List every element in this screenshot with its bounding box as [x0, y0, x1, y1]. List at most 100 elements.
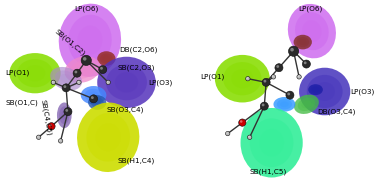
- Circle shape: [271, 75, 276, 79]
- Ellipse shape: [298, 98, 315, 111]
- Circle shape: [90, 95, 98, 103]
- Text: LP(O1): LP(O1): [200, 74, 225, 80]
- Ellipse shape: [313, 87, 319, 92]
- Circle shape: [83, 57, 87, 61]
- Circle shape: [246, 76, 250, 81]
- Ellipse shape: [259, 129, 284, 157]
- Ellipse shape: [296, 37, 309, 47]
- Ellipse shape: [59, 4, 121, 77]
- Ellipse shape: [301, 100, 311, 108]
- Circle shape: [59, 139, 61, 141]
- Ellipse shape: [55, 70, 77, 87]
- Ellipse shape: [17, 59, 53, 87]
- Ellipse shape: [97, 51, 116, 66]
- Text: DB(O3,C4): DB(O3,C4): [318, 108, 356, 115]
- Circle shape: [275, 64, 283, 72]
- Circle shape: [290, 48, 294, 51]
- Ellipse shape: [91, 97, 104, 108]
- Ellipse shape: [307, 75, 342, 108]
- Circle shape: [297, 75, 301, 79]
- Circle shape: [77, 81, 79, 83]
- Ellipse shape: [103, 56, 110, 61]
- Circle shape: [248, 136, 250, 137]
- Circle shape: [64, 108, 72, 116]
- Ellipse shape: [97, 57, 156, 108]
- Ellipse shape: [65, 56, 101, 83]
- Ellipse shape: [310, 86, 321, 94]
- Circle shape: [74, 71, 77, 73]
- Circle shape: [37, 136, 39, 137]
- Circle shape: [248, 135, 252, 139]
- Text: LP(O6): LP(O6): [74, 5, 98, 12]
- Ellipse shape: [75, 64, 90, 75]
- Circle shape: [302, 60, 310, 68]
- Text: SB(C2,O3): SB(C2,O3): [117, 64, 155, 71]
- Circle shape: [260, 102, 268, 110]
- Circle shape: [107, 81, 108, 83]
- Circle shape: [297, 75, 299, 77]
- Ellipse shape: [100, 53, 113, 64]
- Ellipse shape: [77, 26, 102, 55]
- Ellipse shape: [299, 39, 307, 45]
- Circle shape: [77, 80, 81, 85]
- Ellipse shape: [223, 62, 262, 95]
- Circle shape: [100, 67, 103, 70]
- Circle shape: [276, 65, 279, 68]
- Circle shape: [81, 55, 91, 66]
- Circle shape: [99, 66, 107, 74]
- Ellipse shape: [302, 20, 322, 42]
- Text: SB(O1,C2): SB(O1,C2): [53, 28, 86, 57]
- Text: LP(O3): LP(O3): [149, 79, 173, 86]
- Circle shape: [239, 119, 246, 126]
- Text: SB(O3,C4): SB(O3,C4): [106, 107, 144, 113]
- Text: SB(H1,C5): SB(H1,C5): [249, 169, 287, 175]
- Circle shape: [52, 81, 53, 83]
- Ellipse shape: [106, 64, 147, 100]
- Circle shape: [262, 78, 270, 86]
- Ellipse shape: [77, 102, 139, 172]
- Circle shape: [287, 93, 290, 95]
- Circle shape: [64, 85, 66, 88]
- Circle shape: [73, 69, 81, 77]
- Ellipse shape: [88, 95, 106, 110]
- Circle shape: [51, 80, 56, 85]
- Circle shape: [48, 123, 55, 130]
- Ellipse shape: [59, 106, 70, 124]
- Ellipse shape: [25, 65, 45, 81]
- Ellipse shape: [115, 72, 138, 93]
- Ellipse shape: [94, 100, 101, 105]
- Ellipse shape: [240, 108, 303, 178]
- Text: SB(O1,C): SB(O1,C): [6, 99, 39, 106]
- Circle shape: [240, 120, 243, 123]
- Ellipse shape: [215, 55, 270, 102]
- Circle shape: [226, 132, 228, 134]
- Circle shape: [288, 46, 299, 56]
- Circle shape: [49, 124, 52, 126]
- Ellipse shape: [294, 35, 312, 49]
- Circle shape: [263, 80, 266, 83]
- Ellipse shape: [277, 99, 292, 109]
- Text: DB(C2,O6): DB(C2,O6): [119, 46, 158, 53]
- Circle shape: [91, 96, 94, 99]
- Ellipse shape: [314, 82, 335, 101]
- Ellipse shape: [70, 60, 95, 79]
- Ellipse shape: [85, 89, 102, 102]
- Ellipse shape: [88, 92, 99, 99]
- Text: SB(H1,C4): SB(H1,C4): [117, 158, 155, 164]
- Text: LP(O6): LP(O6): [298, 5, 322, 12]
- Ellipse shape: [231, 69, 253, 88]
- Circle shape: [272, 75, 274, 77]
- Circle shape: [62, 84, 70, 92]
- Circle shape: [304, 61, 307, 64]
- Circle shape: [65, 109, 68, 112]
- Text: SB(C4,C5): SB(C4,C5): [40, 98, 53, 136]
- Ellipse shape: [61, 110, 67, 120]
- Circle shape: [106, 80, 110, 85]
- Ellipse shape: [87, 113, 130, 162]
- Text: LP(O3): LP(O3): [350, 88, 375, 95]
- Circle shape: [36, 135, 41, 139]
- Circle shape: [226, 131, 230, 136]
- Circle shape: [286, 91, 294, 99]
- Ellipse shape: [288, 4, 336, 58]
- Ellipse shape: [68, 15, 112, 66]
